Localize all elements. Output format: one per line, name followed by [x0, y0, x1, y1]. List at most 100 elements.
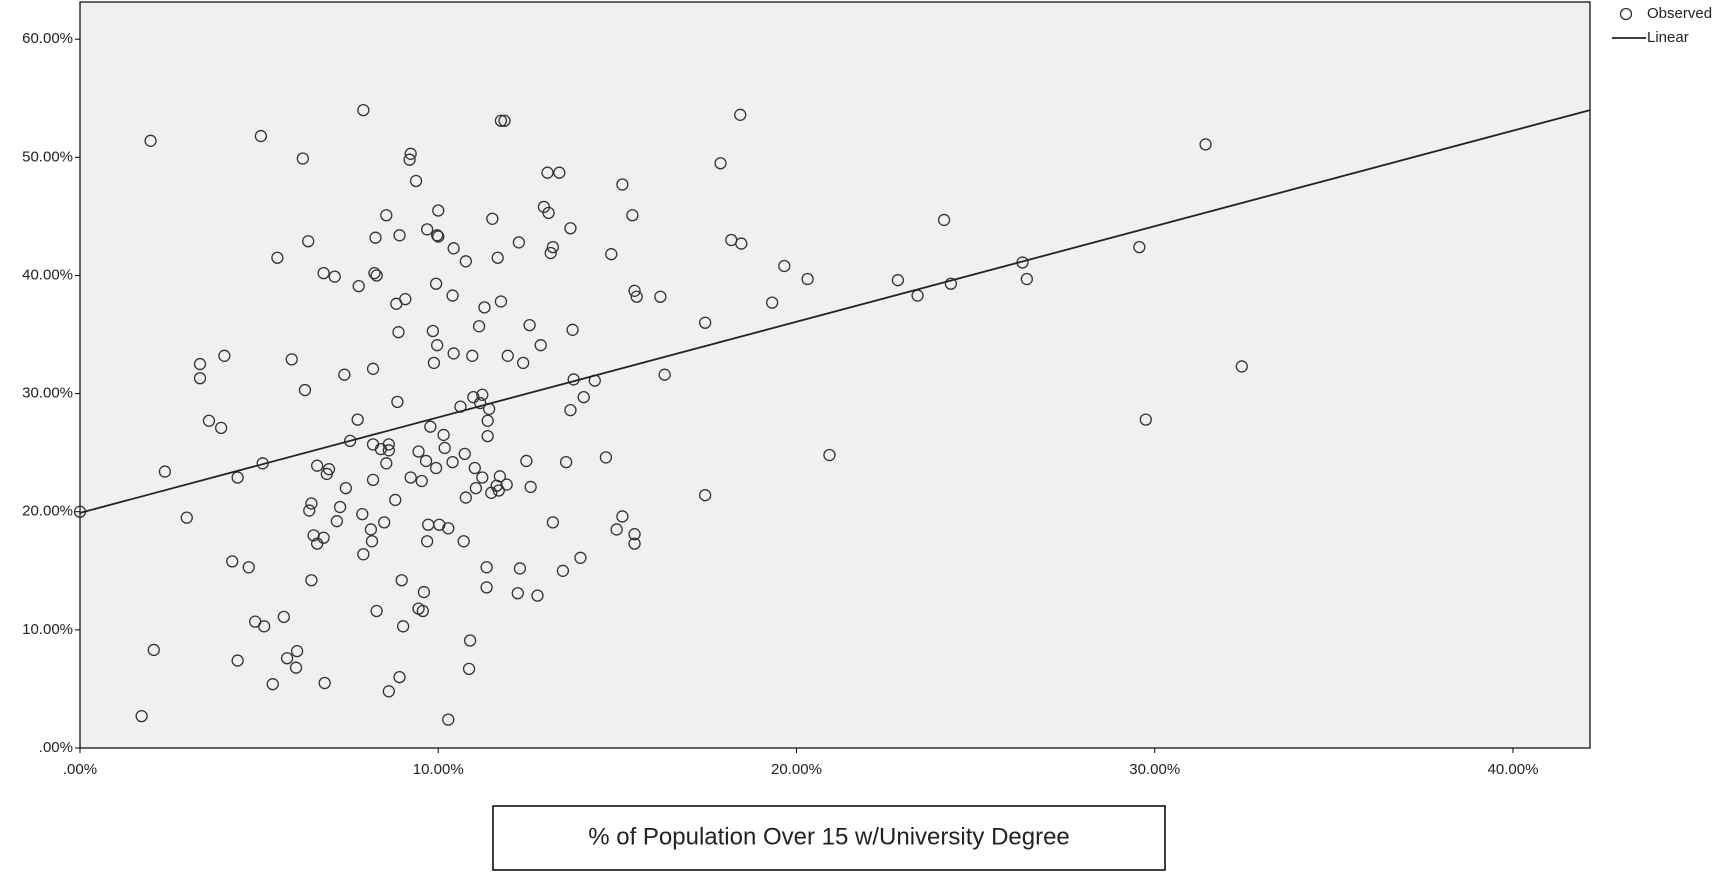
scatter-point [765, 296, 779, 309]
scatter-point [419, 454, 433, 468]
scatter-point [823, 448, 836, 462]
scatter-point [610, 523, 623, 536]
scatter-point [472, 320, 486, 333]
scatter-point [735, 237, 748, 250]
scatter-point [466, 349, 479, 362]
scatter-point [511, 587, 524, 600]
scatter-point [492, 484, 505, 497]
scatter-point [218, 349, 231, 362]
scatter-point [226, 555, 239, 568]
scatter-point [391, 395, 404, 409]
scatter-point [305, 574, 318, 587]
scatter-point [357, 548, 370, 561]
scatter-point [364, 523, 378, 536]
scatter-point [559, 455, 573, 469]
scatter-point [658, 368, 671, 381]
scatter-point [494, 295, 508, 308]
x-tick-label: 10.00% [413, 761, 464, 778]
scatter-point [277, 610, 290, 624]
scatter-point [523, 318, 536, 332]
scatter-point [541, 166, 554, 179]
scatter-point [351, 413, 364, 426]
scatter-point [546, 240, 560, 254]
scatter-point [416, 604, 429, 618]
scatter-point [431, 339, 444, 352]
scatter-point [365, 535, 379, 548]
scatter-point [370, 604, 383, 618]
scatter-point [524, 480, 537, 494]
legend-label: Linear [1647, 29, 1689, 46]
scatter-point [427, 356, 441, 370]
scatter-point [626, 209, 639, 222]
scatter-point [468, 461, 481, 475]
scatter-point [512, 236, 525, 249]
scatter-point [654, 290, 667, 303]
scatter-point [481, 429, 494, 443]
scatter-point [480, 561, 493, 574]
scatter-point [420, 223, 434, 236]
scatter-point [317, 531, 330, 544]
scatter-point [311, 459, 324, 472]
scatter-point [144, 134, 157, 147]
scatter-point [1133, 240, 1146, 254]
scatter-point [520, 454, 533, 468]
scatter-point [338, 368, 351, 381]
x-tick-label: 30.00% [1129, 761, 1180, 778]
scatter-point [285, 353, 298, 366]
scatter-point [459, 491, 472, 504]
scatter-point [534, 339, 547, 352]
scatter-point [382, 444, 395, 457]
scatter-point [480, 581, 493, 594]
scatter-point [380, 209, 393, 222]
scatter-point [628, 284, 641, 297]
y-tick-label: 50.00% [22, 148, 73, 165]
scatter-point [447, 347, 460, 360]
scatter-point [147, 643, 160, 657]
scatter-point [357, 103, 370, 117]
scatter-point [356, 507, 369, 521]
y-tick-label: 60.00% [22, 30, 73, 47]
scatter-point [412, 445, 425, 458]
scatter-point [214, 421, 228, 435]
scatter-point [553, 166, 566, 179]
scatter-point [231, 654, 244, 667]
fit-line [79, 109, 1591, 514]
scatter-point [298, 383, 312, 397]
scatter-point [302, 235, 315, 248]
scatter-point [564, 403, 577, 417]
scatter-point [546, 516, 560, 529]
scatter-point [429, 277, 443, 290]
scatter-point [368, 266, 381, 280]
scatter-point [393, 229, 406, 242]
scatter-point [271, 251, 284, 264]
scatter-point [202, 414, 216, 427]
scatter-point [303, 504, 316, 517]
scatter-point [531, 589, 544, 602]
scatter-point [778, 259, 791, 273]
scatter-point [328, 270, 341, 283]
scatter-point [438, 441, 451, 455]
legend-label: Observed [1647, 5, 1712, 22]
scatter-point [486, 212, 499, 225]
scatter-point [415, 474, 428, 488]
scatter-point [498, 114, 511, 127]
scatter-point [266, 678, 279, 691]
scatter-point [426, 324, 440, 338]
scatter-point [317, 266, 330, 280]
scatter-point [296, 152, 309, 165]
scatter-point [369, 231, 382, 244]
y-tick-label: .00% [39, 739, 73, 756]
scatter-point [392, 326, 405, 339]
scatter-point [1020, 272, 1033, 286]
scatter-point [393, 670, 406, 684]
scatter-point [352, 279, 365, 293]
scatter-point [380, 457, 393, 470]
scatter-point [446, 289, 459, 302]
scatter-point [1235, 360, 1248, 373]
scatter-point [420, 535, 434, 548]
scatter-point [556, 564, 570, 577]
scatter-point [280, 652, 294, 665]
scatter-point [491, 251, 504, 264]
scatter-point [437, 428, 450, 442]
